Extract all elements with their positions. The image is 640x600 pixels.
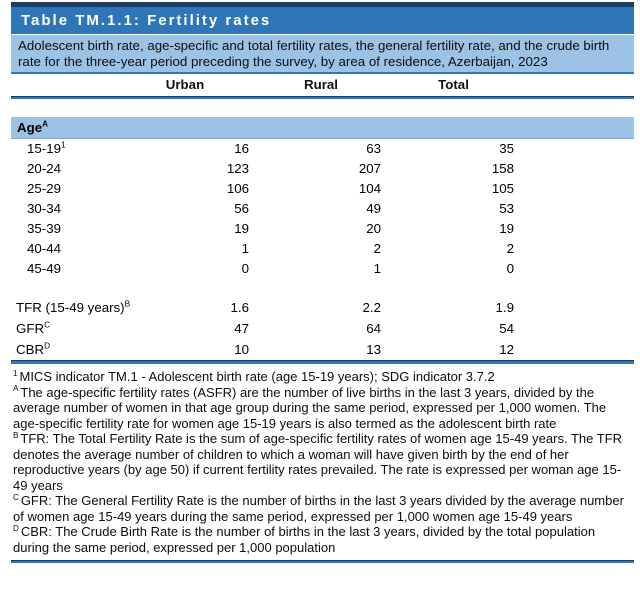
age-section-header: AgeA [11, 117, 634, 139]
table-row: 40-44 1 2 2 [11, 239, 634, 259]
cell-total: 35 [499, 141, 514, 156]
row-label: CBRD [16, 341, 51, 357]
footnote: A The age-specific fertility rates (ASFR)… [13, 385, 629, 432]
row-spacer [520, 219, 634, 239]
row-spacer [520, 199, 634, 219]
cell-urban: 106 [226, 181, 249, 196]
cell-total: 54 [499, 321, 514, 336]
cell-total: 105 [491, 181, 514, 196]
row-label: 25-29 [27, 181, 62, 196]
cell-rural: 20 [366, 221, 381, 236]
row-spacer [520, 297, 634, 318]
footnote-marker: 1 [13, 368, 18, 378]
age-section-label: Age [17, 120, 43, 135]
page-title: Table TM.1.1: Fertility rates [21, 12, 272, 29]
cell-urban: 0 [241, 261, 249, 276]
row-spacer [520, 139, 634, 159]
table-row: TFR (15-49 years)B 1.6 2.2 1.9 [11, 297, 634, 318]
row-label: TFR (15-49 years)B [16, 299, 131, 315]
footnote-marker: C [13, 492, 19, 502]
cell-total: 12 [499, 342, 514, 357]
footnote-text: The age-specific fertility rates (ASFR) … [13, 384, 607, 431]
row-label: 30-34 [27, 201, 62, 216]
cell-urban: 56 [234, 201, 249, 216]
cell-rural: 104 [358, 181, 381, 196]
spacer [11, 99, 634, 117]
footnote: B TFR: The Total Fertility Rate is the su… [13, 431, 629, 493]
cell-total: 2 [506, 241, 514, 256]
cell-total: 1.9 [495, 300, 515, 315]
cell-rural: 2.2 [362, 300, 382, 315]
cell-rural: 64 [366, 321, 381, 336]
fertility-table: Table TM.1.1: Fertility rates Adolescent… [11, 2, 634, 563]
table-row: 35-39 19 20 19 [11, 219, 634, 239]
cell-urban: 47 [234, 321, 249, 336]
cell-urban: 123 [226, 161, 249, 176]
cell-urban: 16 [234, 141, 249, 156]
row-label: 15-191 [27, 140, 66, 156]
header-rule [11, 96, 634, 99]
table-title-bar: Table TM.1.1: Fertility rates [11, 2, 634, 34]
row-label: 40-44 [27, 241, 62, 256]
row-spacer [520, 159, 634, 179]
table-row: GFRC 47 64 54 [11, 318, 634, 339]
row-label: 20-24 [27, 161, 62, 176]
footnote: D CBR: The Crude Birth Rate is the number… [13, 524, 629, 555]
footnote-text: GFR: The General Fertility Rate is the n… [13, 493, 624, 524]
row-spacer [520, 179, 634, 199]
cell-total: 158 [491, 161, 514, 176]
age-section-footnote-marker: A [42, 119, 49, 129]
footnote-marker: D [13, 523, 19, 533]
table-row: 25-29 106 104 105 [11, 179, 634, 199]
footnote-marker: B [13, 430, 19, 440]
footnote-marker: A [13, 384, 19, 394]
footnote-text: MICS indicator TM.1 - Adolescent birth r… [19, 369, 495, 384]
row-spacer [520, 239, 634, 259]
cell-total: 53 [499, 201, 514, 216]
age-rows: 15-191 16 63 35 20-24 123 207 158 25-29 … [11, 139, 634, 279]
cell-urban: 1.6 [230, 300, 250, 315]
row-label: 45-49 [27, 261, 62, 276]
row-label: 35-39 [27, 221, 62, 236]
column-header-rural: Rural [304, 77, 338, 92]
cell-rural: 49 [366, 201, 381, 216]
footnote-text: CBR: The Crude Birth Rate is the number … [13, 524, 596, 555]
row-spacer [520, 339, 634, 360]
cell-rural: 2 [373, 241, 381, 256]
row-label: GFRC [16, 320, 51, 336]
table-row: CBRD 10 13 12 [11, 339, 634, 360]
column-header-urban: Urban [165, 77, 205, 92]
cell-total: 19 [499, 221, 514, 236]
cell-rural: 13 [366, 342, 381, 357]
spacer [11, 279, 634, 297]
row-spacer [520, 318, 634, 339]
column-header-empty [11, 74, 115, 96]
page-bottom-rule [11, 560, 634, 563]
row-spacer [520, 259, 634, 279]
table-row: 45-49 0 1 0 [11, 259, 634, 279]
column-header-row: Urban Rural Total [11, 74, 634, 96]
cell-total: 0 [506, 261, 514, 276]
cell-urban: 19 [234, 221, 249, 236]
table-row: 20-24 123 207 158 [11, 159, 634, 179]
cell-rural: 207 [358, 161, 381, 176]
summary-rows: TFR (15-49 years)B 1.6 2.2 1.9 GFRC 47 6… [11, 297, 634, 360]
table-row: 30-34 56 49 53 [11, 199, 634, 219]
table-bottom-rule [11, 360, 634, 364]
table-row: 15-191 16 63 35 [11, 139, 634, 159]
column-header-total: Total [438, 77, 469, 92]
table-subtitle: Adolescent birth rate, age-specific and … [11, 35, 634, 74]
cell-urban: 10 [234, 342, 249, 357]
cell-urban: 1 [241, 241, 249, 256]
footnote: 1 MICS indicator TM.1 - Adolescent birth … [13, 369, 629, 385]
cell-rural: 1 [373, 261, 381, 276]
footnote-text: TFR: The Total Fertility Rate is the sum… [13, 431, 622, 493]
footnotes: 1 MICS indicator TM.1 - Adolescent birth … [11, 364, 634, 559]
column-header-spacer [520, 74, 634, 96]
cell-rural: 63 [366, 141, 381, 156]
footnote: C GFR: The General Fertility Rate is the … [13, 493, 629, 524]
